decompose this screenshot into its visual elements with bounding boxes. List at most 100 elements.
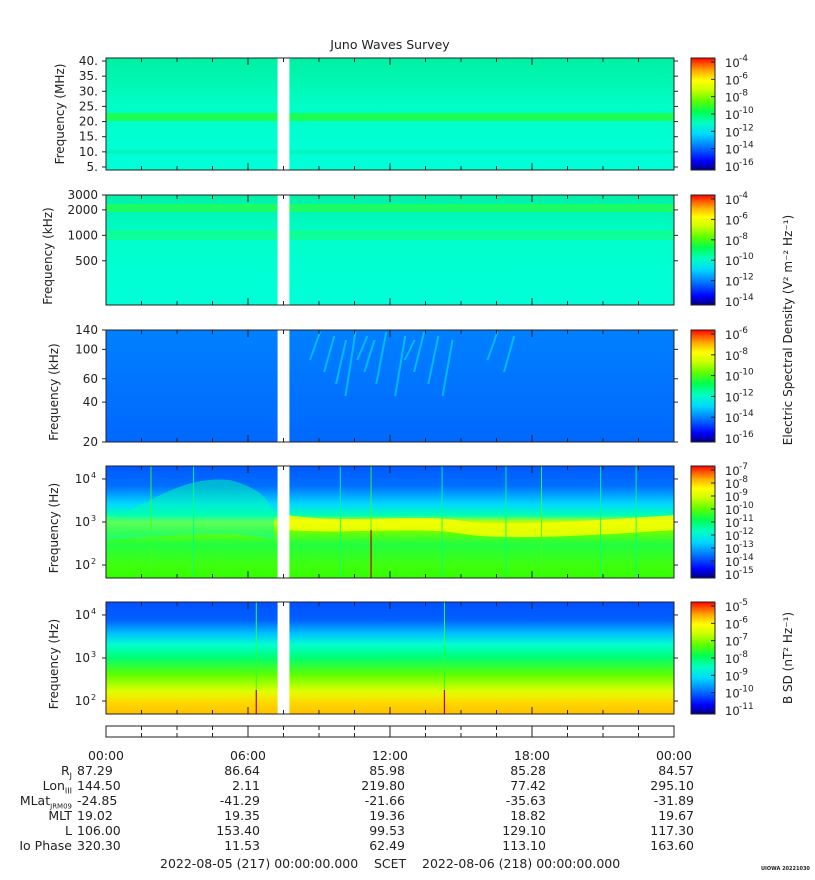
y-ticks-3: 20 40 60 100 140	[75, 323, 678, 449]
eph-value: 11.53	[224, 838, 260, 853]
colorbar-tick-label: 10	[725, 193, 740, 207]
panel-hfwbr-high: 5.10.15.20.25.30.35.40. Frequency (MHz) …	[53, 54, 754, 174]
colorbar-tick-exponent: -10	[739, 106, 754, 116]
emission-streak	[375, 332, 388, 384]
footer-end-time: 2022-08-06 (218) 00:00:00.000	[422, 856, 621, 871]
data-gap-rect	[277, 466, 290, 578]
emission-streak	[356, 336, 369, 360]
emission-patch-1	[106, 479, 274, 540]
emission-streak	[309, 332, 321, 360]
eph-label-rj: RJ	[60, 763, 72, 781]
colorbar-tick-label: 10	[725, 125, 740, 139]
colorbar-tick-exponent: -8	[739, 232, 748, 242]
colorbar-tick-label: 10	[725, 503, 740, 517]
colorbar-tick-label: 10	[725, 669, 740, 683]
colorbar-tick-label: 10	[725, 295, 740, 309]
footer-start-time: 2022-08-05 (217) 00:00:00.000	[160, 856, 359, 871]
x-ticks-4	[105, 466, 675, 578]
data-gap-rect	[277, 195, 290, 305]
time-axis: 00:00 06:00 12:00 18:00 00:00	[88, 725, 692, 763]
y-tick-label: 10	[75, 651, 90, 665]
colorbar-tick-label: 10	[725, 390, 740, 404]
colorbar-tick-label: 10	[725, 108, 740, 122]
colorbar-tick-label: 10	[725, 652, 740, 666]
x-ticks-3	[105, 330, 675, 442]
colorbar-tick-exponent: -14	[739, 409, 754, 419]
colorbar-2	[690, 194, 716, 306]
y-tick-label: 15.	[79, 130, 98, 144]
y-tick-label: 3000	[67, 188, 98, 202]
colorbar-tick-exponent: -8	[739, 347, 748, 357]
emission-streak	[323, 336, 336, 372]
colorbar-tick-label: 10	[725, 73, 740, 87]
colorbar-tick-exponent: -4	[739, 191, 748, 201]
time-labels: 00:00 06:00 12:00 18:00 00:00	[88, 748, 692, 763]
eph-label-io-phase: Io Phase	[19, 838, 72, 853]
eph-value: 144.50	[77, 778, 121, 793]
vertical-spikes-b	[255, 602, 446, 714]
colorbar-tick-label: 10	[725, 635, 740, 649]
y-tick-label: 40.	[79, 54, 98, 68]
time-label: 00:00	[88, 748, 124, 763]
band-low	[106, 150, 674, 154]
y-tick-exponent: 4	[91, 471, 96, 480]
eph-value: 87.29	[77, 763, 113, 778]
y-tick-label: 100	[75, 342, 98, 356]
y-tick-label: 20	[83, 435, 98, 449]
eph-value: -21.66	[364, 793, 405, 808]
x-ticks-5	[105, 602, 675, 714]
x-ticks-1	[105, 58, 675, 170]
eph-value: 129.10	[502, 823, 546, 838]
eph-value: 295.10	[650, 778, 694, 793]
colorbar-tick-exponent: -9	[739, 667, 748, 677]
emission-streak	[486, 332, 499, 360]
emission-streak	[344, 332, 357, 396]
emission-streak	[394, 336, 407, 396]
colorbar-tick-label: 10	[725, 516, 740, 530]
time-label: 06:00	[230, 748, 266, 763]
emission-streak	[403, 340, 416, 360]
colorbar-tick-exponent: -12	[739, 273, 754, 283]
emission-streak	[503, 336, 516, 372]
x-ticks-time	[105, 726, 675, 737]
eph-value: 106.00	[77, 823, 121, 838]
eph-value: -35.63	[505, 793, 546, 808]
eph-value: 163.60	[650, 838, 694, 853]
y-tick-label: 10	[75, 694, 90, 708]
colorbar-tick-exponent: -8	[739, 475, 748, 485]
eph-value: 113.10	[502, 838, 546, 853]
eph-value: 153.40	[216, 823, 260, 838]
eph-value: 62.49	[369, 838, 405, 853]
emission-band-1khz	[288, 515, 674, 538]
emission-streak	[413, 332, 426, 372]
footer-scet: SCET	[374, 856, 407, 871]
eph-value: 19.36	[369, 808, 405, 823]
colorbar-tick-exponent: -6	[739, 326, 748, 336]
colorbar-tick-exponent: -4	[739, 54, 748, 64]
colorbar-tick-label: 10	[725, 234, 740, 248]
eph-value: 77.42	[510, 778, 546, 793]
colorbar-tick-exponent: -11	[739, 514, 754, 524]
colorbar-tick-exponent: -14	[739, 141, 754, 151]
colorbar-tick-label: 10	[725, 704, 740, 718]
colorbar-tick-label: 10	[725, 213, 740, 227]
eph-label-l: L	[65, 823, 72, 838]
colorbar-tick-label: 10	[725, 275, 740, 289]
band-2000khz	[106, 204, 674, 212]
emission-streak	[335, 340, 348, 384]
eph-value: 19.67	[658, 808, 694, 823]
colorbar-tick-exponent: -10	[739, 685, 754, 695]
b-colorbar-label: B SD (nT² Hz⁻¹)	[781, 612, 795, 704]
data-gap-3	[277, 330, 290, 442]
y-tick-label: 10	[75, 608, 90, 622]
vertical-spikes	[150, 466, 637, 578]
y-tick-exponent: 4	[91, 607, 96, 616]
colorbar-tick-exponent: -12	[739, 388, 754, 398]
